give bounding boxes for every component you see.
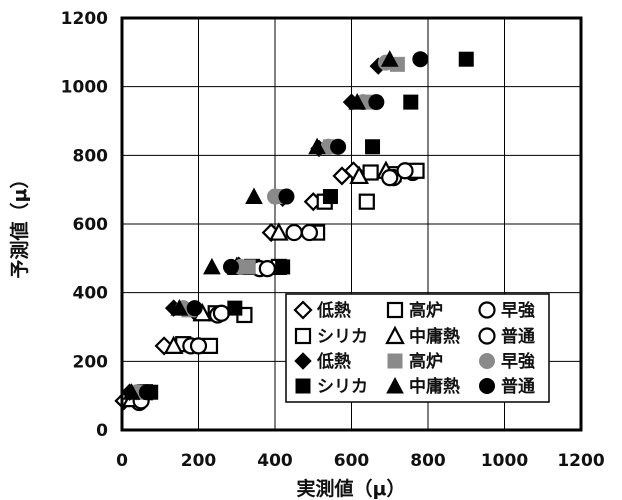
legend-label: 高炉 xyxy=(409,300,443,321)
data-point xyxy=(203,257,221,275)
legend-label: 低熱 xyxy=(316,300,351,321)
x-tick-label: 1000 xyxy=(481,451,528,471)
x-tick-label: 800 xyxy=(410,451,446,471)
legend-marker xyxy=(387,353,403,369)
legend-label: 普通 xyxy=(501,376,535,397)
data-point xyxy=(245,187,263,205)
legend-label: 中庸熱 xyxy=(409,326,460,347)
legend-label: 中庸熱 xyxy=(409,376,460,397)
legend-marker xyxy=(478,327,496,345)
data-point xyxy=(368,94,385,111)
legend-label: シリカ xyxy=(317,327,368,347)
data-point xyxy=(278,188,295,205)
data-point xyxy=(322,189,338,205)
legend-marker xyxy=(294,327,312,345)
data-point xyxy=(122,383,141,400)
data-point xyxy=(380,50,399,67)
data-point xyxy=(381,169,399,187)
data-point xyxy=(300,223,319,242)
y-tick-label: 800 xyxy=(73,146,109,166)
x-axis-title: 実測値（μ） xyxy=(297,477,406,500)
data-point xyxy=(396,162,414,180)
data-point xyxy=(285,223,303,242)
data-point xyxy=(358,193,375,210)
legend-marker xyxy=(478,301,496,319)
legend-marker xyxy=(386,376,404,394)
plot-frame xyxy=(120,16,583,432)
data-point xyxy=(403,94,419,110)
legend-label: 普通 xyxy=(501,326,535,347)
y-tick-labels: 0 200 400 600 800 1000 1200 xyxy=(61,9,108,441)
data-point xyxy=(362,164,379,181)
legend-marker xyxy=(295,378,311,394)
data-point xyxy=(227,300,243,316)
data-point xyxy=(275,259,291,275)
legend-label: 高炉 xyxy=(409,351,443,372)
x-tick-labels: 0 200 400 600 800 1000 1200 xyxy=(116,451,605,471)
legend-label: 早強 xyxy=(501,351,535,372)
y-tick-label: 200 xyxy=(73,352,109,372)
data-point xyxy=(365,139,381,155)
y-axis-title: 予測値（μ） xyxy=(8,170,31,279)
y-tick-label: 1200 xyxy=(61,9,108,29)
legend-marker xyxy=(386,301,404,319)
data-point xyxy=(170,299,189,316)
data-point xyxy=(412,51,429,68)
legend-marker xyxy=(479,378,495,394)
data-point xyxy=(308,137,326,155)
legend-box xyxy=(285,293,550,403)
y-tick-label: 1000 xyxy=(61,78,108,98)
data-point xyxy=(258,260,276,278)
legend-label: 低熱 xyxy=(316,351,351,372)
legend-marker xyxy=(294,352,312,370)
data-point xyxy=(349,165,369,185)
data-point xyxy=(189,337,208,355)
data-point xyxy=(163,335,184,354)
y-tick-label: 400 xyxy=(73,284,109,304)
x-tick-label: 0 xyxy=(116,451,128,471)
data-point xyxy=(138,384,155,401)
y-tick-label: 600 xyxy=(73,215,109,235)
data-point xyxy=(223,258,240,275)
legend-marker xyxy=(293,300,313,320)
data-point xyxy=(348,93,367,110)
data-point xyxy=(186,300,203,317)
legend-label: 早強 xyxy=(501,300,535,321)
data-point xyxy=(458,51,474,67)
legend-label: シリカ xyxy=(317,377,368,397)
x-tick-label: 200 xyxy=(181,451,217,471)
data-point xyxy=(212,304,231,322)
x-tick-label: 1200 xyxy=(557,451,604,471)
data-points xyxy=(114,50,474,412)
x-tick-label: 400 xyxy=(257,451,293,471)
legend-marker xyxy=(479,353,495,369)
x-tick-label: 600 xyxy=(334,451,370,471)
data-point xyxy=(268,222,289,241)
data-point xyxy=(330,138,347,155)
y-tick-label: 0 xyxy=(96,421,108,441)
legend-marker xyxy=(385,325,405,345)
